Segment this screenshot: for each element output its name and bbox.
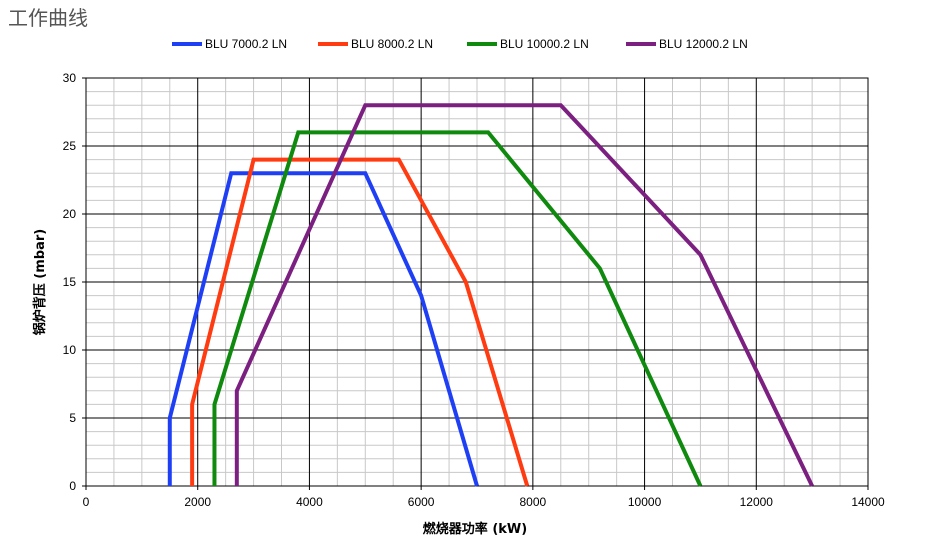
x-tick-label: 0 [83, 495, 90, 509]
legend-label-1: BLU 7000.2 LN [205, 37, 287, 51]
x-tick-label: 12000 [740, 495, 774, 509]
series-line-2 [190, 157, 530, 487]
y-tick-label: 25 [63, 139, 77, 153]
y-tick-label: 5 [69, 411, 76, 425]
y-tick-label: 15 [63, 275, 77, 289]
x-tick-label: 4000 [296, 495, 323, 509]
x-tick-labels: 0 2000 4000 6000 8000 10000 12000 14000 [83, 486, 885, 509]
y-tick-label: 20 [63, 207, 77, 221]
series-line-3 [212, 130, 703, 487]
series-layer [167, 103, 814, 487]
page-title: 工作曲线 [8, 6, 88, 30]
series-line-1 [167, 171, 479, 487]
y-tick-labels: 0 5 10 15 20 25 30 [63, 71, 86, 493]
x-tick-label: 14000 [851, 495, 885, 509]
y-tick-label: 0 [69, 479, 76, 493]
y-tick-label: 30 [63, 71, 77, 85]
legend-label-2: BLU 8000.2 LN [351, 37, 433, 51]
x-tick-label: 2000 [184, 495, 211, 509]
y-axis-title: 锅炉背压 (mbar) [32, 229, 48, 335]
x-tick-label: 8000 [520, 495, 547, 509]
series-line-4 [234, 103, 814, 487]
legend-label-4: BLU 12000.2 LN [659, 37, 748, 51]
legend: BLU 7000.2 LN BLU 8000.2 LN BLU 10000.2 LN… [172, 37, 748, 51]
major-grid [86, 78, 868, 486]
y-tick-label: 10 [63, 343, 77, 357]
x-tick-label: 10000 [628, 495, 662, 509]
x-tick-label: 6000 [408, 495, 435, 509]
x-axis-title: 燃烧器功率 (kW) [423, 521, 527, 537]
legend-label-3: BLU 10000.2 LN [500, 37, 589, 51]
